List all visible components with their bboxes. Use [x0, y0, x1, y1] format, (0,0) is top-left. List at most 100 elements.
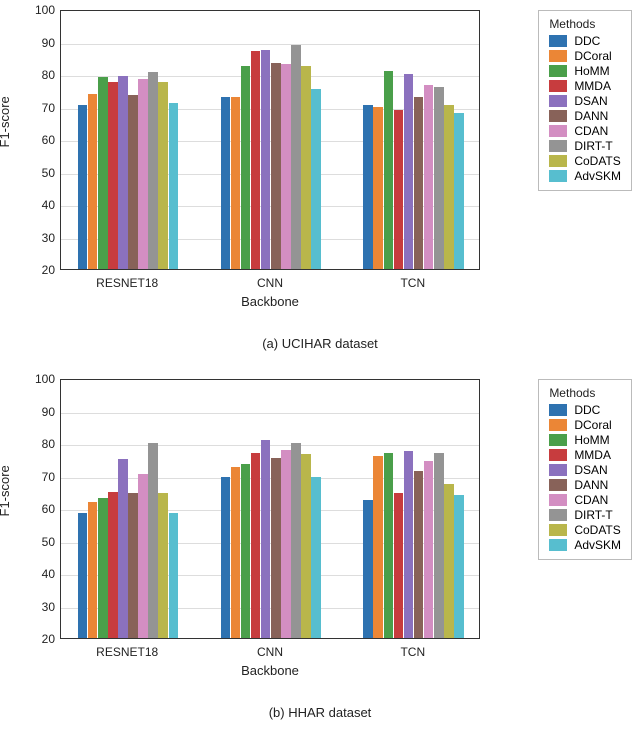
legend-label: MMDA: [574, 448, 611, 462]
bar-dann: [414, 97, 424, 269]
bar-mmda: [394, 493, 404, 638]
y-tick-label: 70: [5, 470, 55, 484]
bar-cdan: [138, 474, 148, 638]
bar-dsan: [404, 74, 414, 269]
legend-label: CoDATS: [574, 154, 620, 168]
bar-dirt-t: [148, 443, 158, 638]
bar-dann: [271, 458, 281, 638]
legend-label: DANN: [574, 478, 608, 492]
legend-title: Methods: [549, 17, 621, 31]
bar-codats: [444, 105, 454, 269]
bar-homm: [98, 77, 108, 269]
y-tick-label: 20: [5, 263, 55, 277]
legend-item-dirt-t: DIRT-T: [549, 139, 621, 153]
bar-cdan: [281, 64, 291, 269]
legend-item-homm: HoMM: [549, 433, 621, 447]
bar-codats: [158, 493, 168, 638]
bar-ddc: [221, 477, 231, 638]
y-tick-label: 20: [5, 632, 55, 646]
bar-mmda: [394, 110, 404, 269]
legend-item-homm: HoMM: [549, 64, 621, 78]
y-tick-label: 90: [5, 36, 55, 50]
legend-label: HoMM: [574, 433, 609, 447]
bar-codats: [444, 484, 454, 638]
y-axis-label: F1-score: [0, 465, 12, 516]
bar-advskm: [454, 495, 464, 638]
caption: (b) HHAR dataset: [0, 699, 640, 738]
legend-item-cdan: CDAN: [549, 493, 621, 507]
bar-advskm: [454, 113, 464, 269]
legend-label: DDC: [574, 403, 600, 417]
legend-label: HoMM: [574, 64, 609, 78]
legend-label: DIRT-T: [574, 139, 612, 153]
legend-swatch: [549, 539, 567, 551]
legend-swatch: [549, 125, 567, 137]
bar-advskm: [311, 89, 321, 269]
legend-item-mmda: MMDA: [549, 448, 621, 462]
legend-item-advskm: AdvSKM: [549, 169, 621, 183]
bar-ddc: [78, 105, 88, 269]
legend-item-ddc: DDC: [549, 403, 621, 417]
bar-mmda: [251, 453, 261, 638]
bar-codats: [158, 82, 168, 269]
y-tick-label: 100: [5, 372, 55, 386]
legend-swatch: [549, 65, 567, 77]
bar-dann: [128, 493, 138, 638]
plot-area: [60, 10, 480, 270]
bar-dcoral: [88, 502, 98, 639]
bar-dann: [271, 63, 281, 269]
bar-ddc: [78, 513, 88, 638]
y-tick-label: 30: [5, 231, 55, 245]
legend-swatch: [549, 419, 567, 431]
legend-item-dann: DANN: [549, 478, 621, 492]
bar-dann: [414, 471, 424, 638]
bar-advskm: [169, 103, 179, 269]
legend-swatch: [549, 170, 567, 182]
bar-ddc: [363, 500, 373, 638]
bar-codats: [301, 66, 311, 269]
legend-swatch: [549, 95, 567, 107]
chart-panel-ucihar: 2030405060708090100RESNET18CNNTCNF1-scor…: [0, 0, 640, 330]
bar-dsan: [118, 459, 128, 638]
bar-cdan: [424, 461, 434, 638]
legend-swatch: [549, 509, 567, 521]
legend-label: DCoral: [574, 49, 611, 63]
legend-item-dsan: DSAN: [549, 94, 621, 108]
legend: Methods DDCDCoralHoMMMMDADSANDANNCDANDIRT…: [538, 379, 632, 560]
legend-swatch: [549, 434, 567, 446]
bar-cdan: [424, 85, 434, 269]
legend-label: DSAN: [574, 463, 607, 477]
bar-dcoral: [231, 97, 241, 269]
x-axis-label: Backbone: [60, 663, 480, 678]
x-tick-label: RESNET18: [96, 276, 158, 290]
legend-title: Methods: [549, 386, 621, 400]
plot-area: [60, 379, 480, 639]
legend-label: CDAN: [574, 124, 608, 138]
bar-dann: [128, 95, 138, 269]
y-tick-label: 90: [5, 405, 55, 419]
x-tick-label: CNN: [257, 276, 283, 290]
legend: MethodsDDCDCoralHoMMMMDADSANDANNCDANDIRT…: [538, 10, 632, 191]
y-tick-label: 100: [5, 3, 55, 17]
legend-label: DIRT-T: [574, 508, 612, 522]
legend-item-dann: DANN: [549, 109, 621, 123]
grid-line: [61, 413, 479, 414]
legend-swatch: [549, 524, 567, 536]
y-tick-label: 80: [5, 437, 55, 451]
legend-swatch: [549, 110, 567, 122]
legend-label: DCoral: [574, 418, 611, 432]
legend-label: CDAN: [574, 493, 608, 507]
y-axis-label: F1-score: [0, 96, 12, 147]
legend-label: DSAN: [574, 94, 607, 108]
bar-dsan: [404, 451, 414, 638]
bar-dsan: [261, 50, 271, 269]
legend-swatch: [549, 35, 567, 47]
legend-item-mmda: MMDA: [549, 79, 621, 93]
y-tick-label: 40: [5, 567, 55, 581]
bar-homm: [98, 498, 108, 638]
legend-swatch: [549, 50, 567, 62]
bar-advskm: [311, 477, 321, 638]
bar-cdan: [281, 450, 291, 639]
bar-dsan: [261, 440, 271, 638]
bar-ddc: [363, 105, 373, 269]
